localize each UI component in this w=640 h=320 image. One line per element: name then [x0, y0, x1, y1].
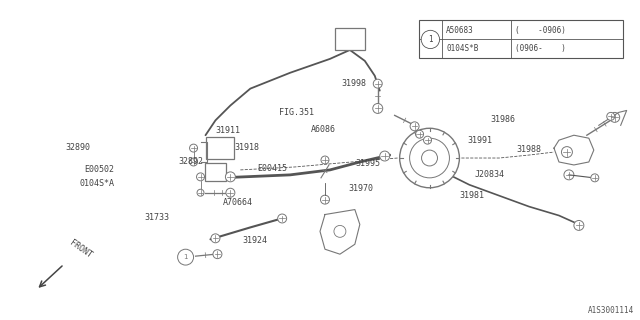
Circle shape [591, 174, 599, 182]
Bar [207, 137, 234, 159]
Text: 31924: 31924 [243, 236, 268, 245]
Circle shape [211, 234, 220, 243]
Text: 0104S*B: 0104S*B [446, 44, 479, 53]
Text: 1: 1 [183, 254, 188, 260]
Circle shape [610, 112, 620, 122]
Text: E00502: E00502 [84, 165, 114, 174]
Text: 31998: 31998 [342, 79, 367, 88]
Text: A1S3001114: A1S3001114 [588, 306, 634, 315]
Circle shape [372, 103, 383, 113]
Text: A50683: A50683 [446, 26, 474, 35]
Text: 31991: 31991 [468, 136, 493, 146]
Text: 31981: 31981 [459, 191, 484, 200]
Circle shape [278, 214, 287, 223]
Text: 31986: 31986 [491, 115, 516, 124]
Text: 32892: 32892 [179, 157, 204, 166]
Bar [205, 163, 227, 181]
Text: 32890: 32890 [65, 143, 90, 152]
Circle shape [421, 30, 440, 49]
Text: 31733: 31733 [145, 213, 170, 222]
Circle shape [189, 144, 198, 152]
Circle shape [334, 225, 346, 237]
Text: (0906-    ): (0906- ) [515, 44, 565, 53]
Text: 1: 1 [428, 35, 433, 44]
Text: FRONT: FRONT [68, 238, 93, 260]
Bar [419, 20, 623, 59]
Text: J20834: J20834 [474, 170, 504, 179]
Circle shape [197, 189, 204, 196]
Circle shape [321, 195, 330, 204]
Circle shape [213, 250, 222, 259]
Circle shape [410, 138, 449, 178]
Text: 31911: 31911 [216, 126, 241, 135]
Text: 31995: 31995 [356, 159, 381, 168]
Text: (    -0906): ( -0906) [515, 26, 565, 35]
Polygon shape [320, 210, 360, 254]
Circle shape [574, 220, 584, 230]
Bar [335, 28, 365, 50]
Circle shape [410, 122, 419, 131]
Text: A70664: A70664 [223, 198, 253, 207]
Circle shape [422, 150, 438, 166]
Circle shape [225, 172, 236, 182]
Circle shape [226, 188, 235, 197]
Text: E00415: E00415 [257, 164, 287, 173]
Text: 31988: 31988 [516, 145, 541, 154]
Text: 31970: 31970 [349, 184, 374, 193]
Circle shape [415, 130, 424, 138]
Circle shape [424, 136, 431, 144]
Circle shape [321, 156, 329, 164]
Circle shape [564, 170, 574, 180]
Circle shape [189, 158, 198, 166]
Circle shape [196, 173, 205, 181]
Text: FIG.351: FIG.351 [278, 108, 314, 117]
Circle shape [399, 128, 460, 188]
Text: 31918: 31918 [234, 143, 259, 152]
Polygon shape [554, 135, 594, 165]
Circle shape [607, 112, 614, 120]
Circle shape [373, 79, 382, 88]
Circle shape [178, 249, 193, 265]
Text: 0104S*A: 0104S*A [79, 179, 114, 188]
Text: A6086: A6086 [310, 125, 335, 134]
Circle shape [561, 147, 572, 157]
Circle shape [380, 151, 390, 161]
